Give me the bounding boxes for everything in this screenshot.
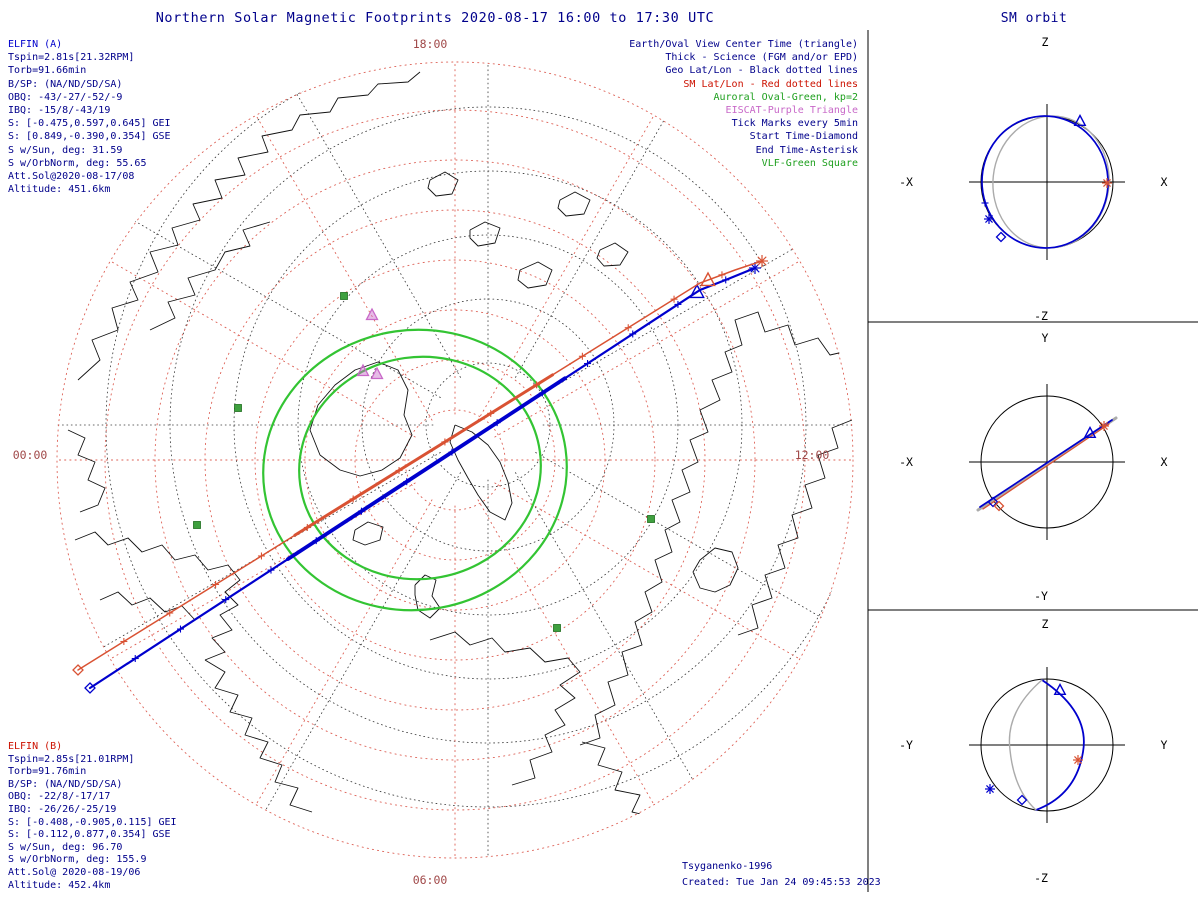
elfin_a-line: Torb=91.66min bbox=[8, 65, 87, 77]
legend-line: Tick Marks every 5min bbox=[731, 118, 858, 130]
eiscat-triangle-icon bbox=[356, 363, 370, 377]
axis-label-bottom: -Y bbox=[1034, 589, 1048, 603]
diamond-marker bbox=[72, 664, 84, 676]
auroral-oval bbox=[262, 328, 568, 612]
legend-line: VLF-Green Square bbox=[761, 157, 858, 169]
elfin_a-line: Att.Sol@2020-08-17/08 bbox=[8, 171, 135, 183]
legend-line: Geo Lat/Lon - Black dotted lines bbox=[665, 65, 858, 77]
axis-label-right: X bbox=[1161, 175, 1168, 189]
sm-orbit-panel-title: SM orbit bbox=[1000, 11, 1068, 26]
credit-line: Tsyganenko-1996 bbox=[682, 861, 772, 872]
triangle-marker bbox=[1053, 683, 1067, 695]
elfin_b-line: Altitude: 452.4km bbox=[8, 879, 111, 891]
panel-xy: Y -Y -X X bbox=[899, 331, 1167, 603]
map-legend: Earth/Oval View Center Time (triangle) Th… bbox=[629, 38, 858, 170]
asterisk-marker bbox=[1103, 179, 1111, 187]
elfin-b-info-block: ELFIN (B) Tspin=2.85s[21.01RPM] Torb=91.76… bbox=[8, 741, 177, 892]
elfin_b-line: Torb=91.76min bbox=[8, 766, 87, 778]
orbit-elfin-a bbox=[84, 262, 761, 694]
elfin_a-line: S w/Sun, deg: 31.59 bbox=[8, 144, 123, 156]
axis-label-top: Y bbox=[1042, 331, 1049, 345]
asterisk-marker bbox=[1074, 756, 1082, 764]
panel-xz: Z -Z -X X bbox=[899, 35, 1167, 323]
vlf-square-icon bbox=[553, 624, 561, 632]
plot-title: Northern Solar Magnetic Footprints 2020-… bbox=[155, 10, 715, 26]
vlf-squares bbox=[193, 292, 655, 632]
credit-line: Created: Tue Jan 24 09:45:53 2023 bbox=[682, 877, 881, 888]
elfin_a-line: S: [-0.475,0.597,0.645] GEI bbox=[8, 118, 171, 130]
diamond-marker bbox=[84, 682, 96, 694]
legend-line: End Time-Asterisk bbox=[755, 144, 858, 156]
axis-label-top: Z bbox=[1042, 35, 1049, 49]
elfin_b-line: Att.Sol@ 2020-08-19/06 bbox=[8, 866, 141, 878]
diamond-marker bbox=[987, 496, 999, 508]
triangle-marker bbox=[689, 283, 705, 299]
vlf-square-icon bbox=[234, 404, 242, 412]
axis-label-left: -Y bbox=[899, 738, 913, 752]
clock-label: 12:00 bbox=[795, 448, 830, 462]
diamond-marker bbox=[1016, 794, 1028, 806]
eiscat-markers bbox=[356, 307, 384, 380]
elfin_b-line: B/SP: (NA/ND/SD/SA) bbox=[8, 778, 123, 790]
legend-line: SM Lat/Lon - Red dotted lines bbox=[683, 78, 858, 90]
eiscat-triangle-icon bbox=[365, 307, 379, 321]
legend-line: Thick - Science (FGM and/or EPD) bbox=[665, 52, 858, 64]
triangle-marker bbox=[1073, 114, 1087, 126]
elfin-a-info-block: ELFIN (A) Tspin=2.81s[21.32RPM] Torb=91.66… bbox=[8, 38, 171, 196]
elfin_b-line: IBQ: -26/26/-25/19 bbox=[8, 803, 117, 815]
axis-label-right: X bbox=[1161, 455, 1168, 469]
legend-line: Auroral Oval-Green, kp=2 bbox=[713, 91, 859, 103]
elfin_b-line: S: [-0.112,0.877,0.354] GSE bbox=[8, 829, 171, 841]
elfin_b-line: ELFIN (B) bbox=[8, 741, 63, 752]
elfin_b-line: Tspin=2.85s[21.01RPM] bbox=[8, 753, 135, 765]
asterisk-marker bbox=[986, 785, 994, 793]
elfin_a-line: S w/OrbNorm, deg: 55.65 bbox=[8, 157, 147, 169]
axis-label-right: Y bbox=[1161, 738, 1168, 752]
legend-line: Start Time-Diamond bbox=[749, 131, 858, 143]
clock-labels: 18:00 06:00 00:00 12:00 bbox=[13, 37, 830, 887]
legend-line: Earth/Oval View Center Time (triangle) bbox=[629, 39, 858, 50]
asterisk-marker bbox=[985, 215, 993, 223]
elfin_a-line: IBQ: -15/8/-43/19 bbox=[8, 105, 111, 117]
sm-grid bbox=[56, 61, 854, 859]
asterisk-marker bbox=[757, 256, 767, 266]
triangle-marker bbox=[700, 271, 716, 287]
vlf-square-icon bbox=[340, 292, 348, 300]
axis-label-top: Z bbox=[1042, 617, 1049, 631]
axis-label-left: -X bbox=[899, 455, 913, 469]
axis-label-left: -X bbox=[899, 175, 913, 189]
vlf-square-icon bbox=[193, 521, 201, 529]
clock-label: 00:00 bbox=[13, 448, 48, 462]
elfin_a-line: B/SP: (NA/ND/SD/SA) bbox=[8, 78, 123, 90]
elfin_a-line: OBQ: -43/-27/-52/-9 bbox=[8, 91, 123, 103]
elfin_a-line: ELFIN (A) bbox=[8, 39, 63, 50]
panel-dividers bbox=[867, 30, 1198, 892]
elfin_b-line: S: [-0.408,-0.905,0.115] GEI bbox=[8, 816, 177, 828]
axis-label-bottom: -Z bbox=[1034, 871, 1048, 885]
orbit-elfin-b bbox=[72, 255, 768, 676]
elfin_a-line: S: [0.849,-0.390,0.354] GSE bbox=[8, 131, 171, 143]
elfin_a-line: Tspin=2.81s[21.32RPM] bbox=[8, 52, 135, 64]
asterisk-marker bbox=[1100, 422, 1108, 430]
credits: Tsyganenko-1996 Created: Tue Jan 24 09:45… bbox=[682, 861, 881, 888]
triangle-marker bbox=[1083, 426, 1097, 438]
diamond-marker bbox=[995, 231, 1007, 243]
diamond-marker bbox=[993, 500, 1005, 512]
axis-label-bottom: -Z bbox=[1034, 309, 1048, 323]
vlf-square-icon bbox=[647, 515, 655, 523]
panel-yz: Z -Z -Y Y bbox=[899, 617, 1167, 885]
eiscat-triangle-icon bbox=[370, 366, 384, 380]
coastlines bbox=[67, 71, 853, 841]
elfin_b-line: S w/OrbNorm, deg: 155.9 bbox=[8, 854, 147, 866]
clock-label: 18:00 bbox=[413, 37, 448, 51]
clock-label: 06:00 bbox=[413, 873, 448, 887]
legend-line: EISCAT-Purple Triangle bbox=[725, 105, 858, 117]
elfin_b-line: S w/Sun, deg: 96.70 bbox=[8, 841, 123, 853]
elfin_a-line: Altitude: 451.6km bbox=[8, 184, 111, 196]
elfin_b-line: OBQ: -22/8/-17/17 bbox=[8, 791, 111, 803]
